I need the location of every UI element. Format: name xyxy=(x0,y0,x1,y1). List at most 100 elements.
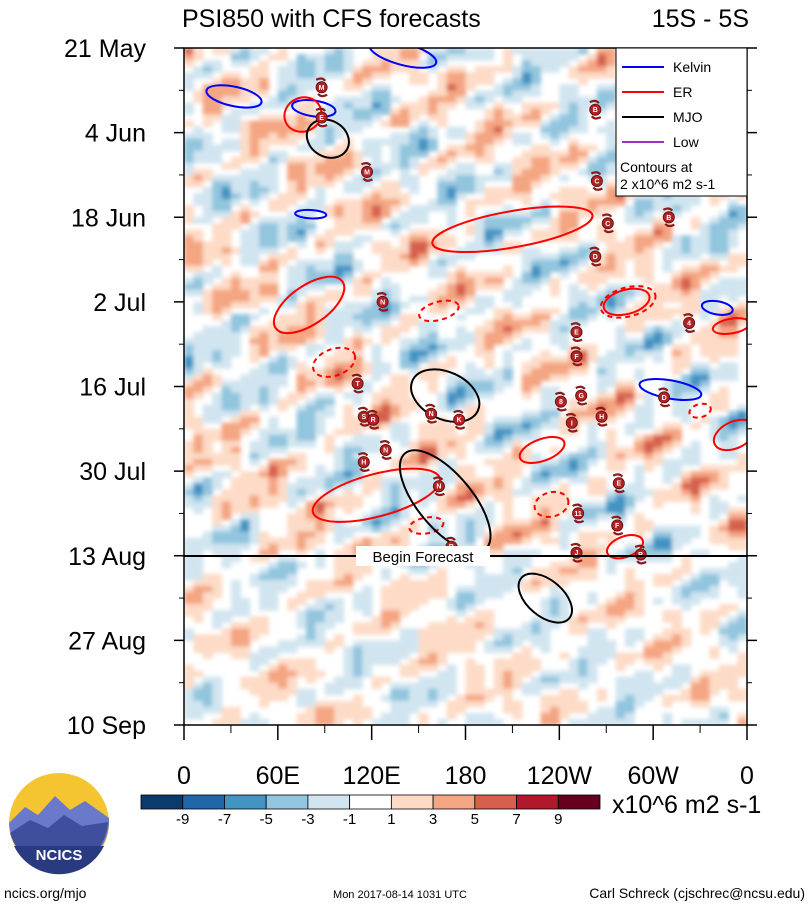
field-cell xyxy=(718,573,729,581)
field-cell xyxy=(653,531,664,539)
field-cell xyxy=(465,694,476,702)
field-cell xyxy=(728,573,739,581)
field-cell xyxy=(437,434,448,442)
field-cell xyxy=(193,573,204,581)
field-cell xyxy=(718,676,729,684)
field-cell xyxy=(399,138,410,146)
field-cell xyxy=(362,610,373,617)
field-cell xyxy=(437,688,448,696)
field-cell xyxy=(230,48,241,55)
field-cell xyxy=(728,416,739,424)
field-cell xyxy=(568,465,579,472)
field-cell xyxy=(343,549,354,557)
field-cell xyxy=(315,60,326,67)
field-cell xyxy=(334,271,345,279)
field-cell xyxy=(531,102,542,110)
field-cell xyxy=(653,289,664,297)
field-cell xyxy=(362,652,373,660)
field-cell xyxy=(493,313,504,321)
field-cell xyxy=(474,489,485,496)
field-cell xyxy=(690,289,701,297)
field-cell xyxy=(409,205,420,212)
field-cell xyxy=(718,477,729,484)
field-cell xyxy=(540,132,551,140)
field-cell xyxy=(456,483,467,490)
field-cell xyxy=(446,295,457,303)
field-cell xyxy=(606,706,617,714)
field-cell xyxy=(456,332,467,339)
field-cell xyxy=(474,374,485,382)
field-cell xyxy=(221,229,232,236)
field-cell xyxy=(268,338,279,345)
field-cell xyxy=(549,616,560,623)
field-cell xyxy=(362,271,373,279)
field-cell xyxy=(568,664,579,672)
field-cell xyxy=(578,404,589,412)
field-cell xyxy=(249,180,260,188)
field-cell xyxy=(259,428,270,436)
field-cell xyxy=(446,477,457,484)
field-cell xyxy=(202,174,213,182)
field-cell xyxy=(606,48,617,55)
field-cell xyxy=(259,193,270,200)
field-cell xyxy=(615,549,626,557)
field-cell xyxy=(193,96,204,103)
field-cell xyxy=(249,658,260,666)
field-cell xyxy=(681,241,692,249)
field-cell xyxy=(184,404,194,412)
field-cell xyxy=(324,150,335,158)
field-cell xyxy=(362,205,373,212)
field-cell xyxy=(334,289,345,297)
field-cell xyxy=(596,126,607,134)
field-cell xyxy=(230,531,241,539)
field-cell xyxy=(381,90,392,97)
field-cell xyxy=(371,477,382,484)
field-cell xyxy=(427,573,438,581)
field-cell xyxy=(184,283,194,291)
field-cell xyxy=(540,326,551,333)
field-cell xyxy=(634,682,645,690)
field-cell xyxy=(493,162,504,170)
field-cell xyxy=(212,102,223,110)
field-cell xyxy=(587,513,598,521)
field-cell xyxy=(587,610,598,617)
field-cell xyxy=(249,398,260,406)
field-cell xyxy=(615,652,626,660)
field-cell xyxy=(268,180,279,188)
field-cell xyxy=(653,573,664,581)
field-cell xyxy=(484,295,495,303)
field-cell xyxy=(728,344,739,351)
field-cell xyxy=(371,344,382,351)
field-cell xyxy=(268,120,279,128)
field-cell xyxy=(521,561,532,569)
field-cell xyxy=(465,168,476,176)
field-cell xyxy=(418,259,429,267)
field-cell xyxy=(446,235,457,243)
field-cell xyxy=(643,440,654,448)
field-cell xyxy=(268,561,279,569)
field-cell xyxy=(343,368,354,376)
field-cell xyxy=(268,489,279,496)
field-cell xyxy=(540,700,551,708)
field-cell xyxy=(503,338,514,345)
field-cell xyxy=(681,579,692,587)
field-cell xyxy=(184,48,194,55)
field-cell xyxy=(409,694,420,702)
field-cell xyxy=(343,223,354,230)
field-cell xyxy=(240,108,251,116)
field-cell xyxy=(540,320,551,327)
field-cell xyxy=(578,247,589,255)
field-cell xyxy=(559,271,570,279)
field-cell xyxy=(503,229,514,236)
field-cell xyxy=(737,579,747,587)
field-cell xyxy=(474,277,485,285)
field-cell xyxy=(315,193,326,200)
field-cell xyxy=(230,585,241,593)
field-cell xyxy=(184,102,194,110)
field-cell xyxy=(549,362,560,369)
field-cell xyxy=(596,706,607,714)
field-cell xyxy=(465,640,476,648)
field-cell xyxy=(540,459,551,466)
field-cell xyxy=(334,241,345,249)
field-cell xyxy=(540,150,551,158)
